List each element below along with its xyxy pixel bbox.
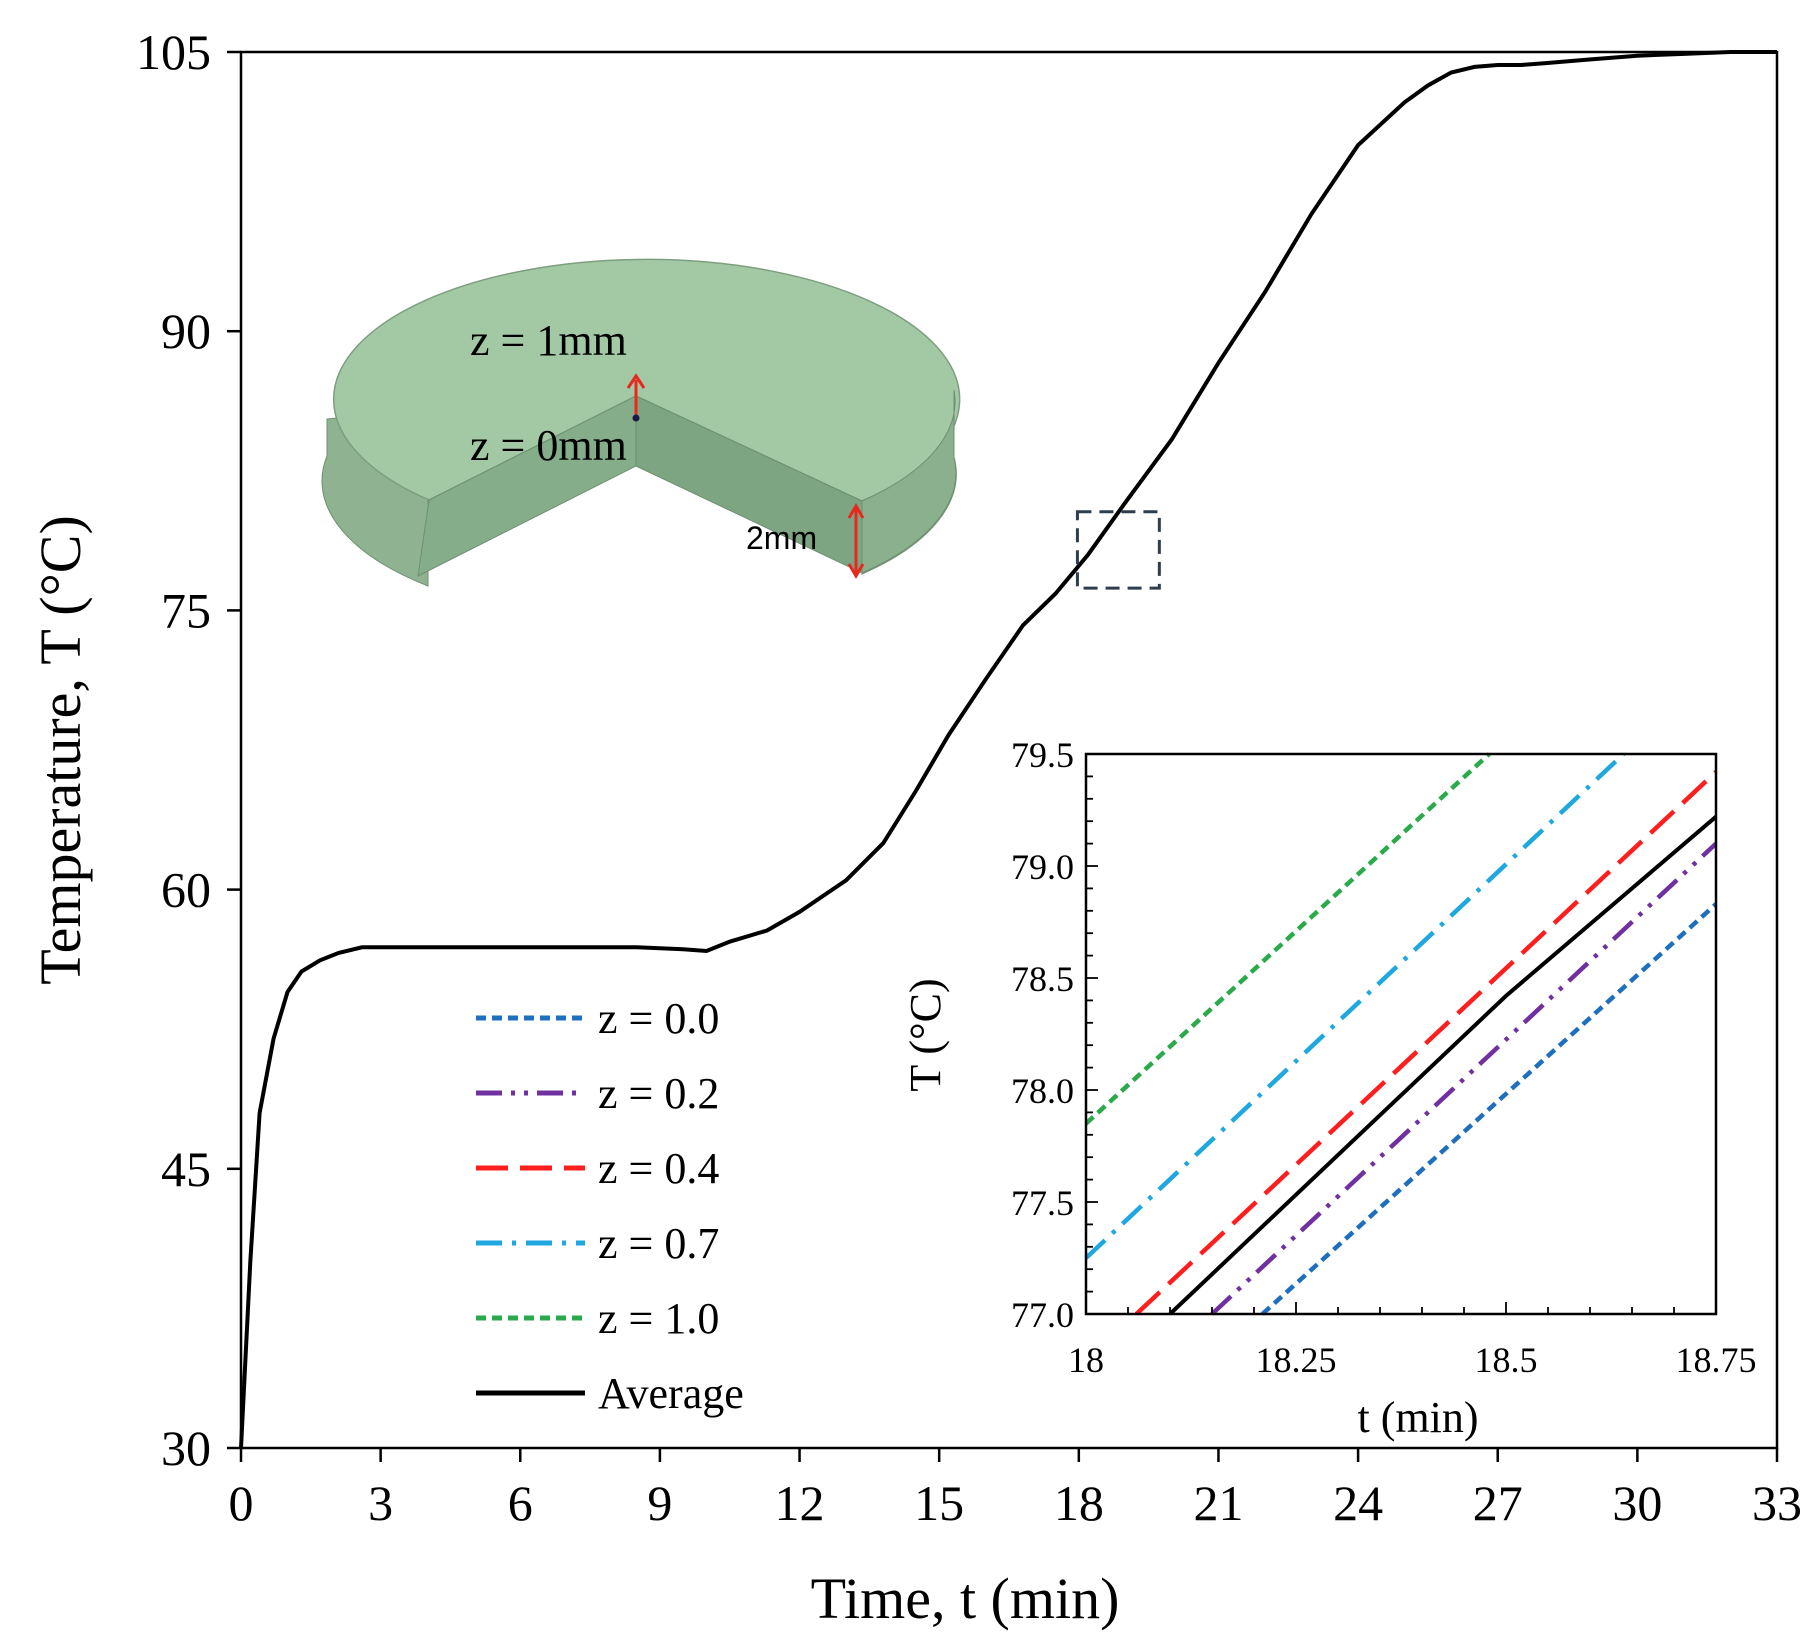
legend-label: z = 0.7 — [598, 1219, 719, 1268]
inset-y-axis-label: T (°C) — [901, 978, 950, 1091]
main-x-tick-label: 9 — [647, 1475, 672, 1531]
zoom-region-box — [1075, 510, 1161, 590]
inset-series-z-0-2 — [1210, 841, 1718, 1316]
main-x-tick-label: 15 — [914, 1475, 964, 1531]
inset-axis-ticks: 77.0 77.5 78.0 78.5 79.0 79.5 18 18.25 18.5 18.75 — [1011, 735, 1757, 1380]
inset-y-tick-label: 78.5 — [1011, 959, 1074, 999]
main-x-tick-label: 12 — [775, 1475, 825, 1531]
main-x-tick-label: 3 — [368, 1475, 393, 1531]
inset-y-tick-label: 79.0 — [1011, 847, 1074, 887]
inset-series-average — [1168, 815, 1718, 1316]
inset-plot-background — [1086, 754, 1716, 1314]
inset-plot: 77.0 77.5 78.0 78.5 79.0 79.5 18 18.25 18.5 18.75… — [901, 735, 1757, 1442]
center-arrow-head — [626, 373, 646, 389]
inset-x-axis-label: t (min) — [1358, 1393, 1479, 1442]
inset-x-tick-label: 18.75 — [1676, 1340, 1757, 1380]
main-x-tick-label: 6 — [508, 1475, 533, 1531]
main-x-tick-label: 18 — [1054, 1475, 1104, 1531]
inset-x-tick-label: 18.25 — [1256, 1340, 1337, 1380]
main-y-tick-label: 30 — [161, 1420, 211, 1476]
main-axis-ticks: 0 3 6 9 12 15 18 21 24 27 30 33 30 45 60 75 90 105 — [136, 24, 1802, 1531]
inset-y-tick-label: 77.5 — [1011, 1183, 1074, 1223]
main-x-axis-label: Time, t (min) — [811, 1566, 1120, 1631]
inset-series-z-0-4 — [1134, 770, 1718, 1316]
legend-label: z = 0.2 — [598, 1069, 719, 1118]
inset-y-tick-label: 77.0 — [1011, 1295, 1074, 1335]
inset-plot-frame — [1084, 752, 1718, 1316]
main-y-axis-label: Temperature, T (°C) — [28, 515, 93, 985]
center-point — [632, 414, 640, 422]
main-y-tick-label: 90 — [161, 303, 211, 359]
label-z-bottom: z = 0mm — [470, 421, 627, 470]
main-y-tick-label: 45 — [161, 1141, 211, 1197]
legend-label: z = 0.4 — [598, 1144, 719, 1193]
thickness-arrow-head-bottom — [847, 563, 865, 579]
inset-y-tick-label: 79.5 — [1011, 735, 1074, 775]
main-y-tick-label: 105 — [136, 24, 211, 80]
legend-label: z = 0.0 — [598, 994, 719, 1043]
main-plot-frame — [239, 50, 1779, 1450]
disk-side-bottom — [861, 389, 957, 574]
inset-x-tick-label: 18 — [1068, 1340, 1104, 1380]
inset-x-tick-label: 18.5 — [1475, 1340, 1538, 1380]
main-x-tick-label: 27 — [1473, 1475, 1523, 1531]
disk-top-surface — [332, 258, 961, 502]
main-x-tick-label: 30 — [1612, 1475, 1662, 1531]
label-z-top: z = 1mm — [470, 316, 627, 365]
label-thickness: 2mm — [746, 520, 817, 556]
legend-label: Average — [598, 1369, 744, 1418]
inset-series-z-0-0 — [1260, 902, 1718, 1316]
main-series-average — [239, 50, 1777, 1449]
main-y-tick-label: 60 — [161, 862, 211, 918]
main-x-tick-label: 21 — [1193, 1475, 1243, 1531]
disk-diagram: z = 1mm z = 0mm 2mm — [321, 258, 961, 587]
main-plot: 0 3 6 9 12 15 18 21 24 27 30 33 30 45 60 75 90 105 Time, … — [28, 24, 1802, 1631]
main-x-tick-label: 0 — [229, 1475, 254, 1531]
legend: z = 0.0 z = 0.2 z = 0.4 z = 0.7 z = 1.0 Avera… — [476, 994, 744, 1418]
legend-label: z = 1.0 — [598, 1294, 719, 1343]
thickness-arrow-head-top — [847, 503, 865, 519]
inset-series-z-1-0 — [1084, 752, 1491, 1126]
inset-y-tick-label: 78.0 — [1011, 1071, 1074, 1111]
inset-series-z-0-7 — [1084, 752, 1626, 1260]
main-y-tick-label: 75 — [161, 582, 211, 638]
main-x-tick-label: 33 — [1752, 1475, 1802, 1531]
inset-series-group — [1084, 752, 1718, 1316]
main-x-tick-label: 24 — [1333, 1475, 1383, 1531]
